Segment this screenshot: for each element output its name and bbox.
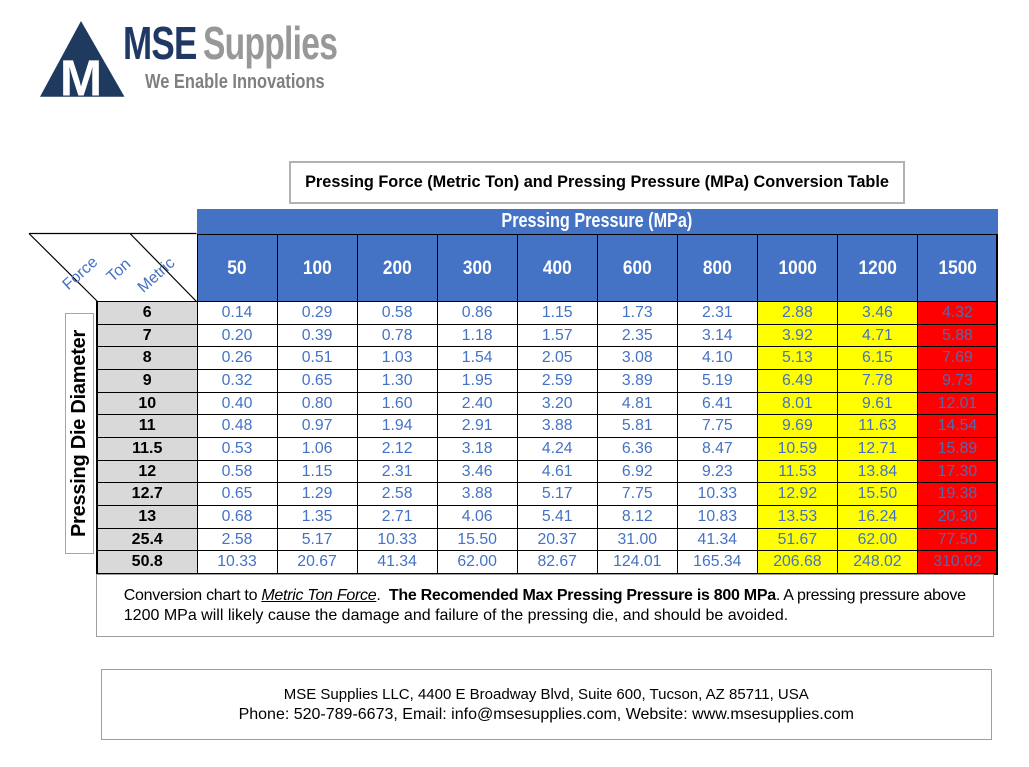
svg-text:M: M (60, 50, 102, 107)
